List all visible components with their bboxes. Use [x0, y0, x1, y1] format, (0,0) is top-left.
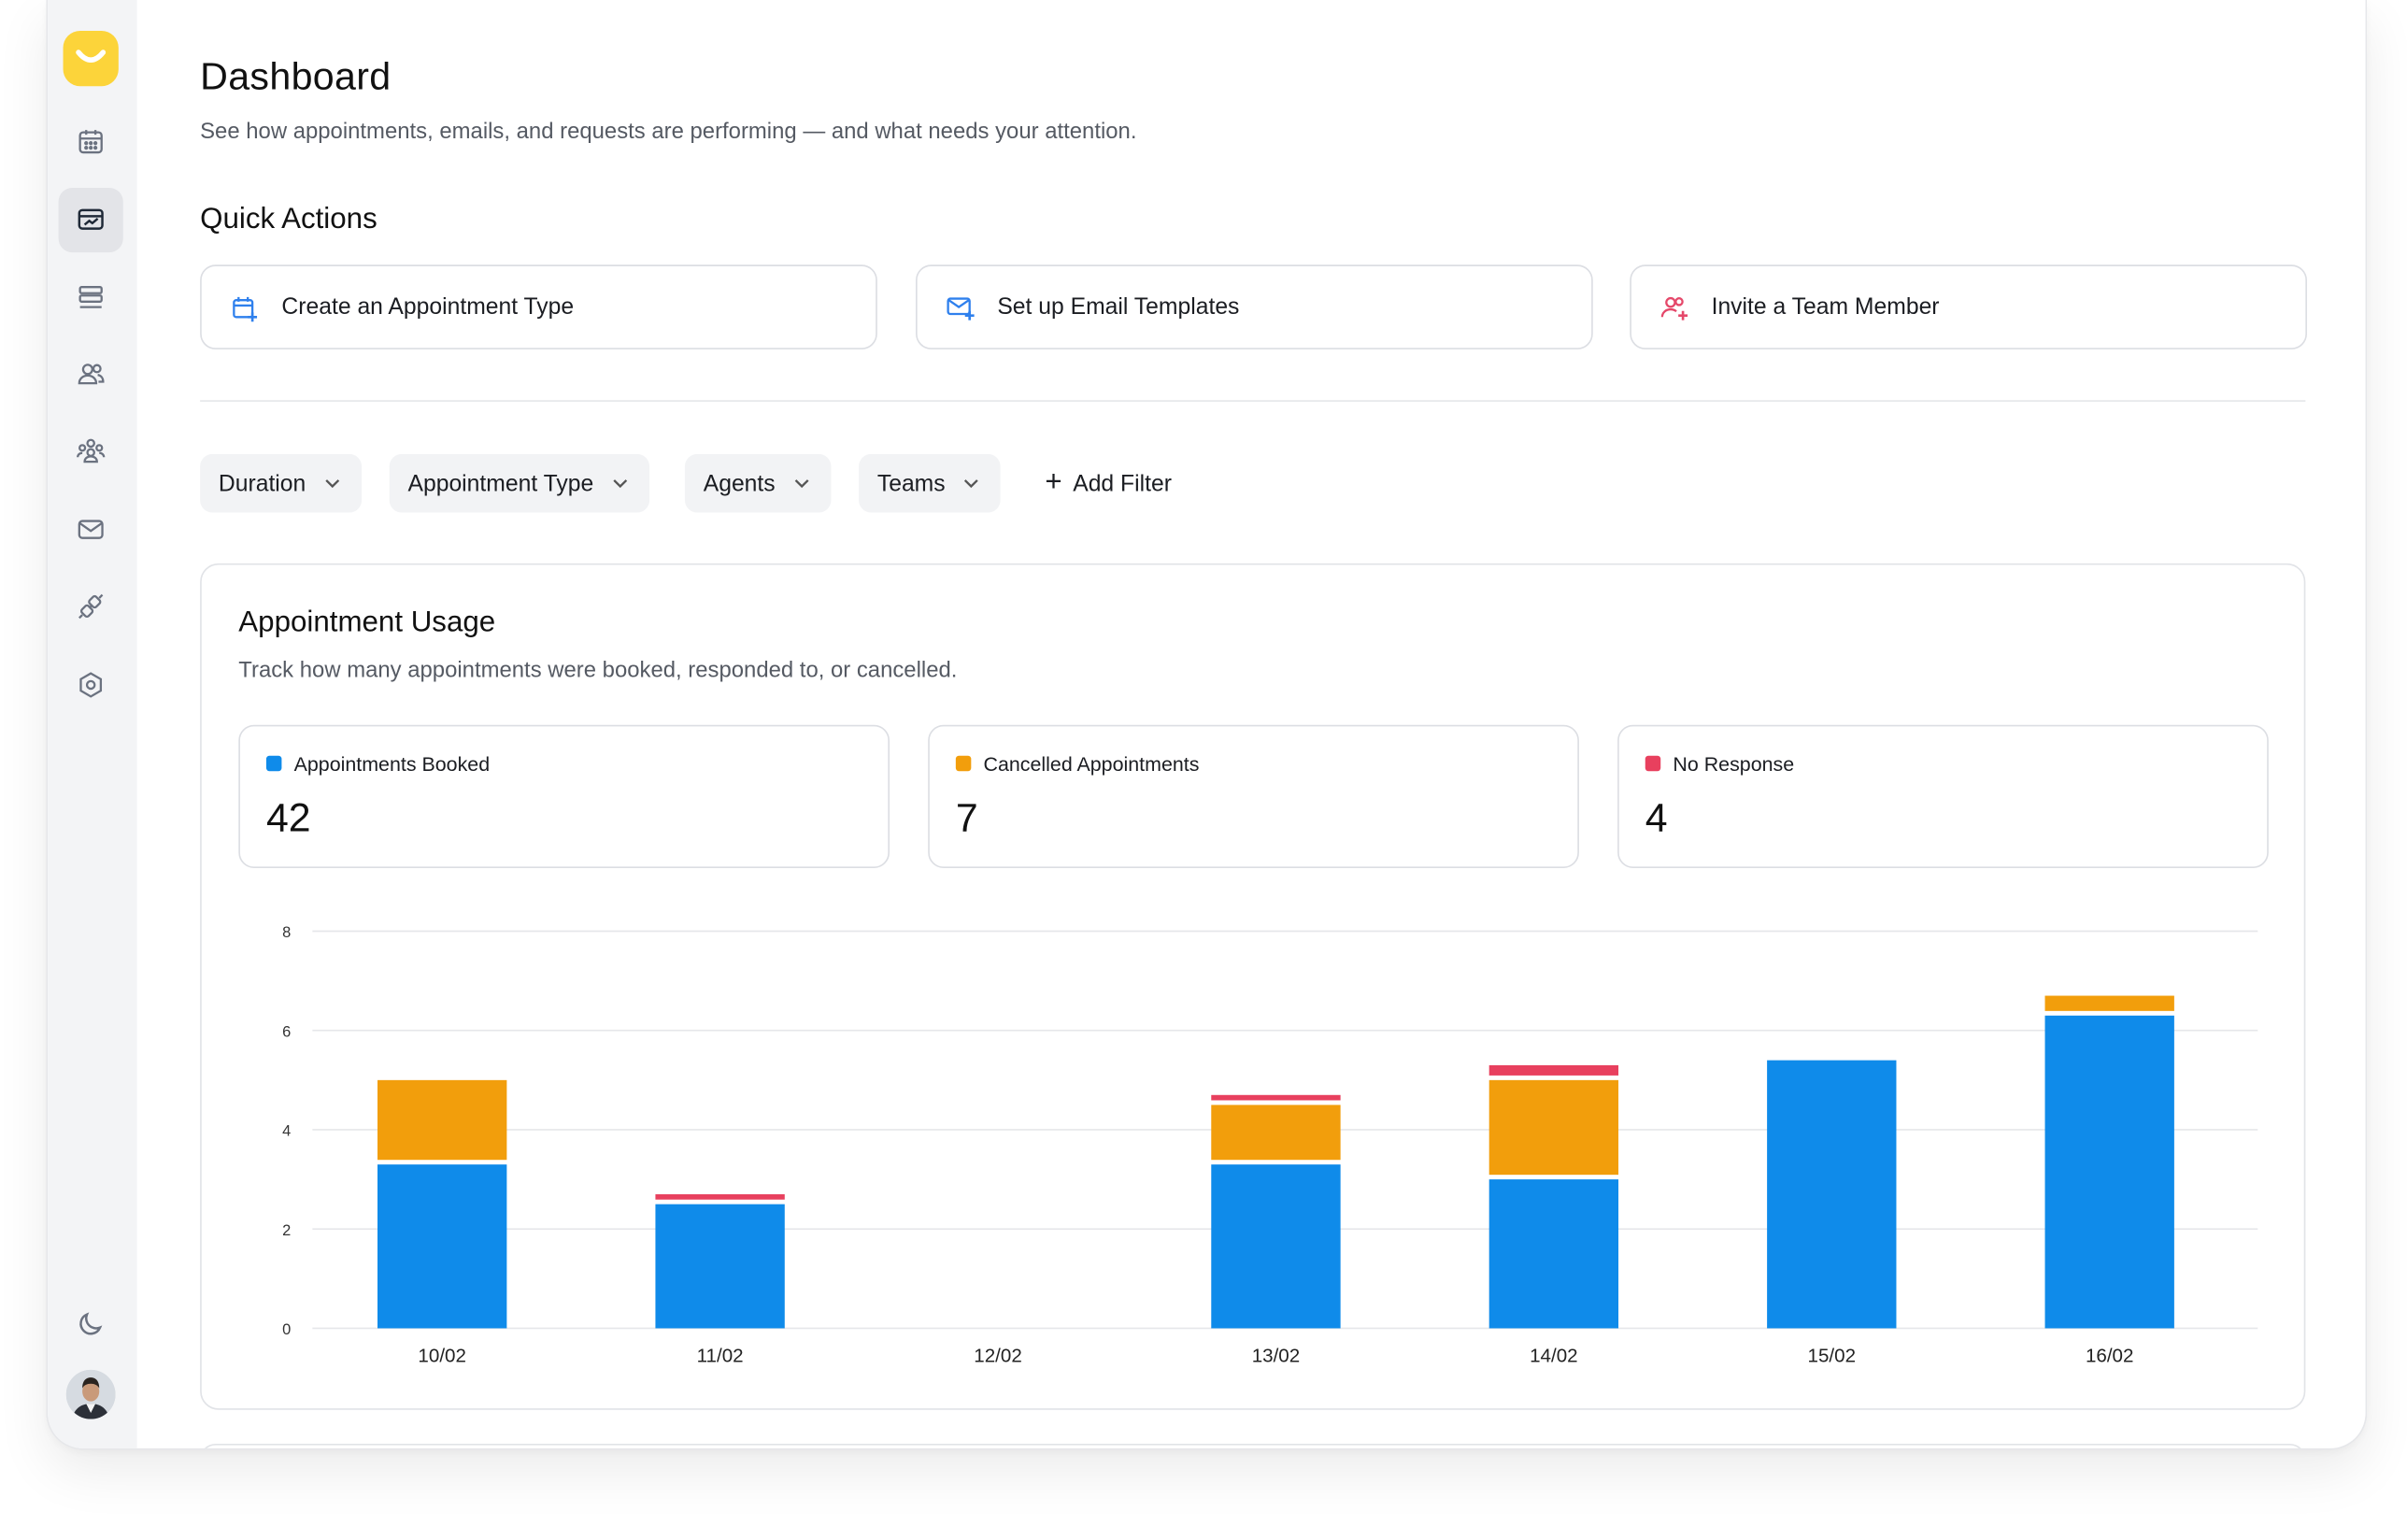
- calendar-plus-icon: [229, 292, 260, 322]
- y-tick-label: 4: [282, 1123, 291, 1140]
- mail-icon: [78, 520, 104, 539]
- bar-segment: [377, 1164, 507, 1329]
- filter-appointment-type[interactable]: Appointment Type: [389, 453, 649, 513]
- main-content: Dashboard See how appointments, emails, …: [137, 0, 2366, 1448]
- settings-icon: [79, 672, 103, 698]
- quick-action-label: Invite a Team Member: [1711, 293, 1940, 321]
- bar-segment: [1488, 1079, 1619, 1176]
- bar-segment: [1767, 1060, 1897, 1329]
- x-tick-label: 10/02: [418, 1346, 466, 1367]
- calendar-icon: [78, 130, 103, 154]
- sidebar: [48, 0, 137, 1448]
- x-tick-label: 14/02: [1530, 1346, 1578, 1367]
- chevron-down-icon: [609, 473, 631, 494]
- sidebar-item-integrations[interactable]: [59, 574, 123, 638]
- plus-icon: +: [1045, 466, 1062, 499]
- user-plus-icon: [1659, 292, 1690, 322]
- users-icon: [78, 364, 105, 385]
- theme-toggle[interactable]: [59, 1291, 123, 1356]
- app-logo[interactable]: [63, 30, 119, 87]
- quick-action-label: Set up Email Templates: [997, 293, 1240, 321]
- sidebar-item-dashboard[interactable]: [58, 187, 123, 253]
- x-tick-label: 13/02: [1252, 1346, 1301, 1367]
- quick-action-label: Create an Appointment Type: [281, 293, 575, 321]
- y-tick-label: 2: [282, 1222, 291, 1239]
- stat-value: 7: [955, 793, 978, 841]
- bar-segment: [1211, 1094, 1341, 1101]
- teams-icon: [77, 438, 106, 463]
- app-window: Dashboard See how appointments, emails, …: [46, 0, 2368, 1450]
- appointment-usage-chart: 0 2 4 6 8 10/02 11/02 12/02 13/02 14/02 15/02 16/02: [282, 924, 2258, 1367]
- chevron-down-icon: [321, 473, 343, 494]
- filter-label: Duration: [218, 470, 306, 497]
- mail-plus-icon: [945, 292, 976, 322]
- page-subtitle: See how appointments, emails, and reques…: [200, 120, 1137, 145]
- legend-swatch: [265, 755, 282, 772]
- bar-segment: [377, 1079, 507, 1161]
- stat-appointments-booked: Appointments Booked 42: [238, 724, 890, 868]
- quick-actions-title: Quick Actions: [200, 203, 377, 236]
- dashboard-icon: [78, 208, 104, 230]
- x-tick-label: 15/02: [1808, 1346, 1857, 1367]
- sidebar-item-list[interactable]: [59, 264, 123, 329]
- y-tick-label: 6: [282, 1023, 291, 1040]
- chevron-down-icon: [790, 473, 812, 494]
- y-tick-label: 8: [282, 924, 291, 941]
- sidebar-item-teams[interactable]: [59, 419, 123, 483]
- stat-no-response: No Response 4: [1617, 724, 2269, 868]
- stat-cancelled-appointments: Cancelled Appointments 7: [928, 724, 1579, 868]
- bar-segment: [1488, 1064, 1619, 1076]
- filter-label: Teams: [876, 470, 946, 497]
- filter-label: Agents: [703, 470, 776, 497]
- stat-value: 42: [265, 793, 311, 841]
- bar-segment: [1488, 1179, 1619, 1329]
- add-filter-button[interactable]: + Add Filter: [1045, 454, 1172, 513]
- filter-agents[interactable]: Agents: [684, 453, 831, 513]
- filter-label: Appointment Type: [407, 470, 594, 497]
- x-tick-label: 16/02: [2086, 1346, 2134, 1367]
- sidebar-item-users[interactable]: [59, 342, 123, 406]
- legend-swatch: [955, 755, 972, 772]
- sidebar-item-settings[interactable]: [59, 652, 123, 717]
- bar-segment: [655, 1194, 785, 1200]
- stat-label: Cancelled Appointments: [983, 752, 1200, 777]
- integrations-icon: [78, 593, 104, 620]
- smile-logo-icon: [76, 50, 107, 64]
- sidebar-item-calendar[interactable]: [59, 109, 123, 174]
- next-card-edge: [200, 1443, 2306, 1448]
- bar-segment: [2044, 1015, 2174, 1329]
- avatar[interactable]: [65, 1369, 116, 1419]
- bar-segment: [1211, 1164, 1341, 1329]
- filter-duration[interactable]: Duration: [200, 453, 362, 513]
- list-icon: [78, 286, 103, 308]
- page-title: Dashboard: [200, 55, 392, 99]
- x-tick-label: 12/02: [974, 1346, 1021, 1367]
- chevron-down-icon: [961, 473, 982, 494]
- legend-swatch: [1645, 755, 1661, 772]
- bar-segment: [1211, 1105, 1341, 1161]
- card-title: Appointment Usage: [238, 606, 496, 639]
- moon-icon: [79, 1312, 103, 1335]
- bar-segment: [2044, 995, 2174, 1011]
- y-tick-label: 0: [282, 1321, 291, 1338]
- filter-teams[interactable]: Teams: [859, 453, 1001, 513]
- card-subtitle: Track how many appointments were booked,…: [238, 658, 958, 684]
- invite-team-member-button[interactable]: Invite a Team Member: [1630, 264, 2308, 349]
- setup-email-templates-button[interactable]: Set up Email Templates: [916, 264, 1593, 349]
- sidebar-item-mail[interactable]: [59, 497, 123, 562]
- stat-value: 4: [1645, 793, 1668, 841]
- stat-label: Appointments Booked: [293, 752, 491, 777]
- appointment-usage-card: Appointment Usage Track how many appoint…: [200, 563, 2306, 1410]
- section-divider: [200, 400, 2306, 402]
- x-tick-label: 11/02: [697, 1346, 744, 1367]
- user-photo-icon: [65, 1369, 116, 1419]
- stat-label: No Response: [1673, 752, 1795, 777]
- bar-segment: [655, 1204, 785, 1329]
- add-filter-label: Add Filter: [1073, 470, 1172, 497]
- create-appointment-type-button[interactable]: Create an Appointment Type: [200, 264, 877, 349]
